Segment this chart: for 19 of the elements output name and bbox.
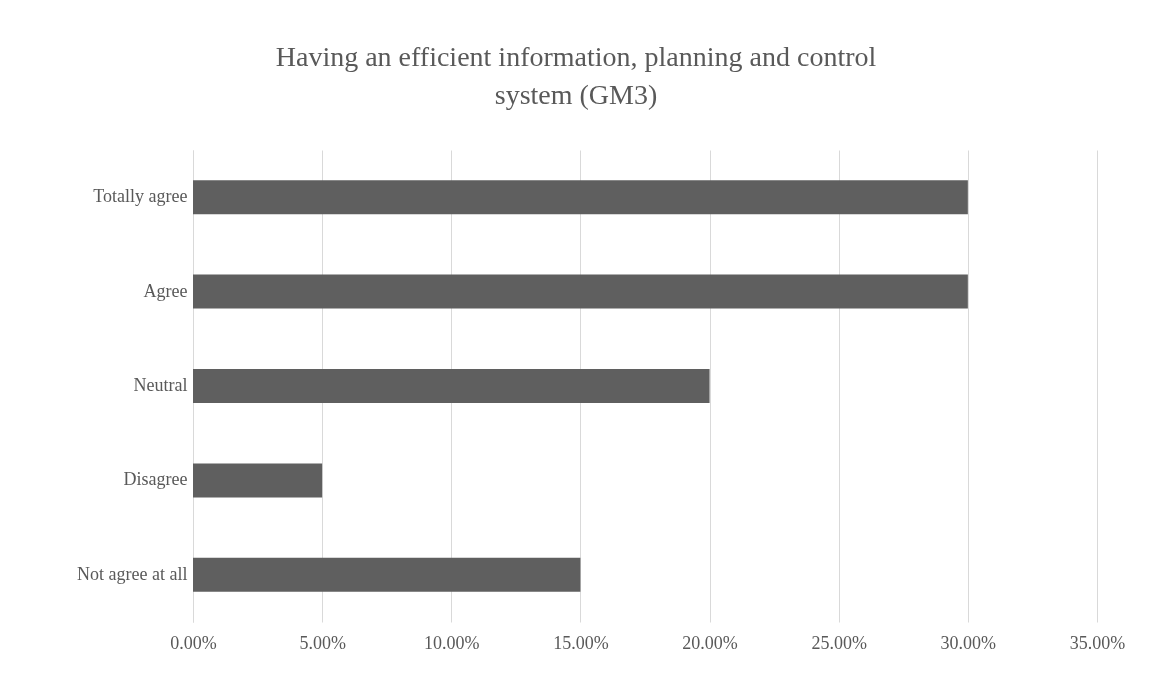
- x-tick-label: 25.00%: [811, 632, 867, 653]
- bar: [193, 369, 710, 403]
- x-tick-label: 30.00%: [940, 632, 997, 653]
- bar: [193, 463, 323, 498]
- y-tick-label: Neutral: [133, 375, 188, 395]
- bar: [193, 180, 968, 215]
- x-tick-label: 20.00%: [682, 632, 738, 653]
- bar: [193, 557, 581, 592]
- x-tick-label: 5.00%: [299, 632, 346, 653]
- x-tick-label: 10.00%: [424, 632, 480, 653]
- x-tick-label: 15.00%: [553, 632, 609, 653]
- chart-title: Having an efficient information, planning and control system (GM3): [275, 41, 877, 110]
- y-tick-label: Not agree at all: [77, 563, 188, 584]
- bar: [193, 274, 968, 309]
- x-tick-label: 35.00%: [1069, 632, 1126, 653]
- x-tick-label: 0.00%: [170, 632, 217, 653]
- y-tick-label: Agree: [143, 280, 188, 301]
- y-tick-label: Totally agree: [93, 186, 188, 207]
- y-tick-label: Disagree: [123, 469, 188, 490]
